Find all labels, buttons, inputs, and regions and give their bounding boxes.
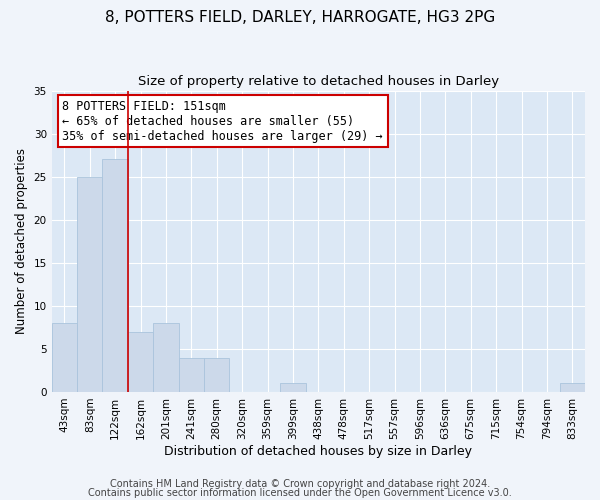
Title: Size of property relative to detached houses in Darley: Size of property relative to detached ho… <box>138 75 499 88</box>
Bar <box>128 332 153 392</box>
Text: 8 POTTERS FIELD: 151sqm
← 65% of detached houses are smaller (55)
35% of semi-de: 8 POTTERS FIELD: 151sqm ← 65% of detache… <box>62 100 383 142</box>
Text: Contains public sector information licensed under the Open Government Licence v3: Contains public sector information licen… <box>88 488 512 498</box>
Bar <box>103 160 128 392</box>
Bar <box>204 358 229 392</box>
Bar <box>280 384 305 392</box>
Bar <box>52 323 77 392</box>
Text: Contains HM Land Registry data © Crown copyright and database right 2024.: Contains HM Land Registry data © Crown c… <box>110 479 490 489</box>
Bar <box>179 358 204 392</box>
Text: 8, POTTERS FIELD, DARLEY, HARROGATE, HG3 2PG: 8, POTTERS FIELD, DARLEY, HARROGATE, HG3… <box>105 10 495 25</box>
X-axis label: Distribution of detached houses by size in Darley: Distribution of detached houses by size … <box>164 444 472 458</box>
Bar <box>153 323 179 392</box>
Bar <box>560 384 585 392</box>
Y-axis label: Number of detached properties: Number of detached properties <box>15 148 28 334</box>
Bar <box>77 176 103 392</box>
